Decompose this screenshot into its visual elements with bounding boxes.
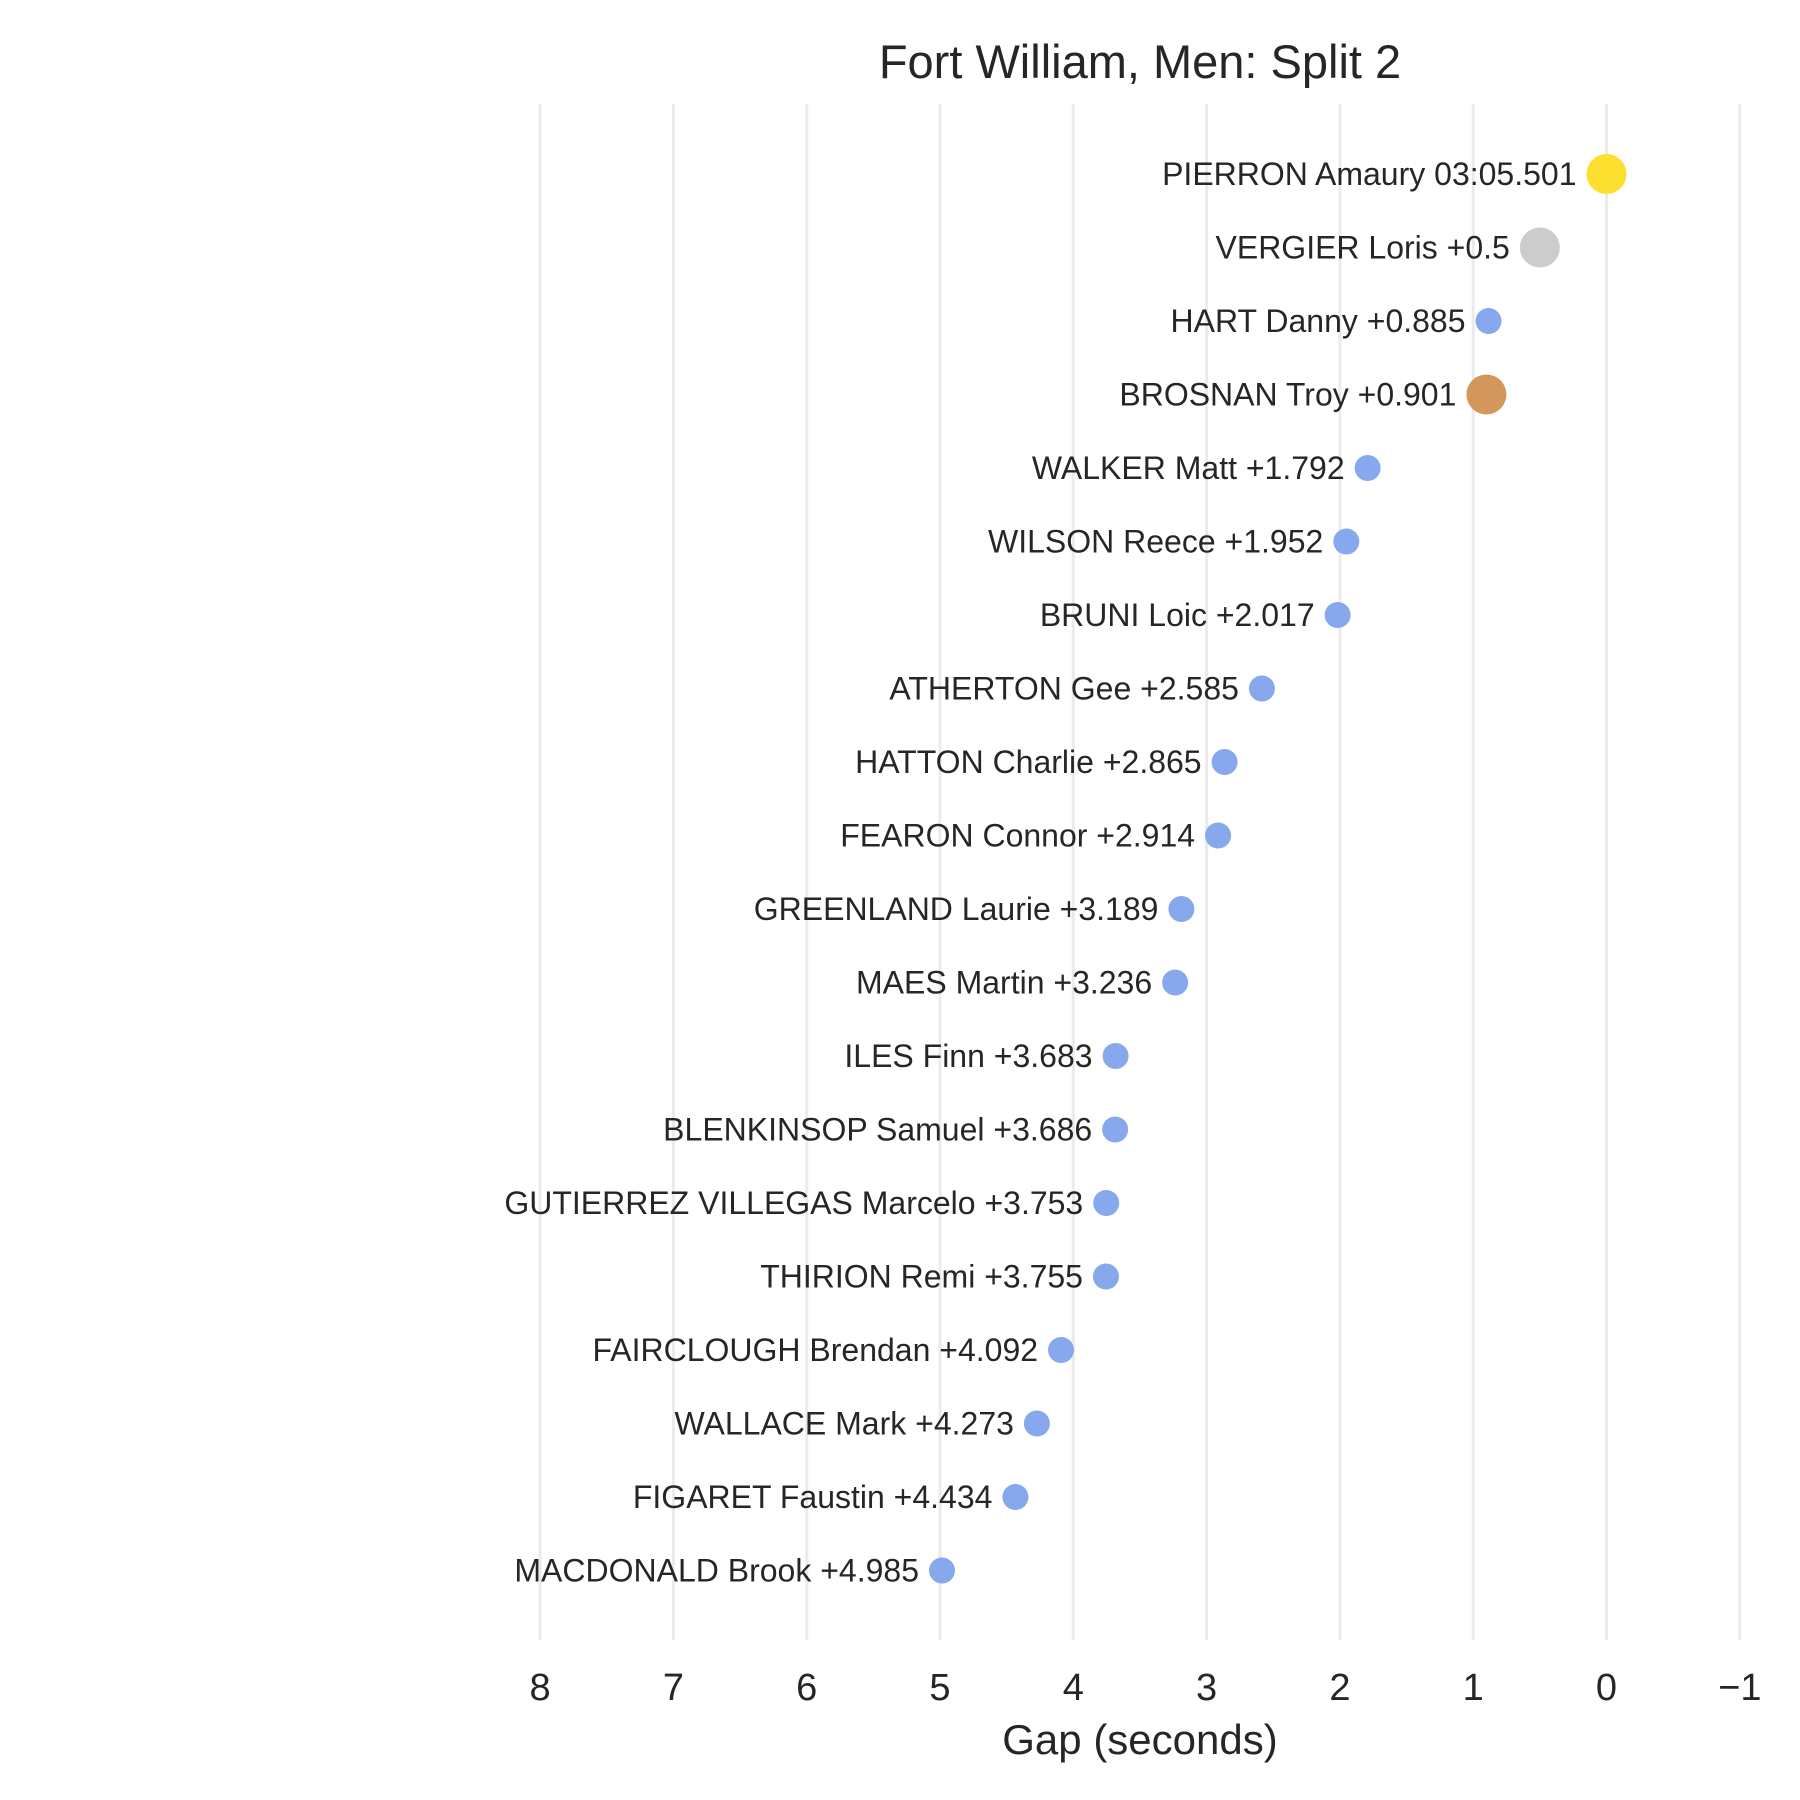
rider-row: MACDONALD Brook +4.985	[514, 1553, 955, 1589]
rider-row: ATHERTON Gee +2.585	[889, 671, 1275, 707]
rider-row: THIRION Remi +3.755	[760, 1259, 1119, 1295]
chart-title: Fort William, Men: Split 2	[879, 35, 1401, 88]
rider-row: WILSON Reece +1.952	[988, 524, 1360, 560]
rider-row: BROSNAN Troy +0.901	[1119, 374, 1507, 415]
x-tick-label-9: −1	[1718, 1667, 1761, 1709]
point-label: FIGARET Faustin +4.434	[633, 1479, 993, 1515]
point-label: VERGIER Loris +0.5	[1216, 230, 1510, 266]
rider-row: BRUNI Loic +2.017	[1040, 597, 1351, 633]
point-label: ATHERTON Gee +2.585	[889, 671, 1239, 707]
point-label: FEARON Connor +2.914	[840, 818, 1195, 854]
data-point-bronze	[1466, 374, 1507, 415]
rider-row: WALLACE Mark +4.273	[675, 1406, 1050, 1442]
data-point-default	[1333, 528, 1360, 555]
rider-row: FEARON Connor +2.914	[840, 818, 1232, 854]
data-point-default	[1102, 1043, 1129, 1069]
point-label: ILES Finn +3.683	[844, 1038, 1092, 1074]
data-point-default	[1248, 675, 1275, 702]
rider-row: GUTIERREZ VILLEGAS Marcelo +3.753	[504, 1185, 1120, 1221]
point-label: THIRION Remi +3.755	[760, 1259, 1083, 1295]
data-point-gold	[1586, 154, 1627, 194]
point-label: MAES Martin +3.236	[856, 965, 1152, 1001]
data-point-default	[1475, 308, 1502, 334]
rider-row: HART Danny +0.885	[1171, 303, 1502, 339]
point-label: GREENLAND Laurie +3.189	[754, 891, 1159, 927]
rider-row: FAIRCLOUGH Brendan +4.092	[592, 1332, 1075, 1368]
rider-row: PIERRON Amaury 03:05.501	[1162, 154, 1627, 194]
point-label: BROSNAN Troy +0.901	[1119, 377, 1456, 413]
data-point-default	[1354, 455, 1381, 481]
data-point-default	[1211, 749, 1238, 775]
data-point-default	[1205, 822, 1232, 849]
data-point-default	[1162, 969, 1189, 996]
data-point-default	[1092, 1263, 1119, 1290]
point-label: WALKER Matt +1.792	[1032, 450, 1345, 486]
point-label: GUTIERREZ VILLEGAS Marcelo +3.753	[504, 1185, 1083, 1221]
data-point-default	[928, 1557, 955, 1584]
x-tick-label-8: 0	[1596, 1667, 1617, 1709]
rider-row: FIGARET Faustin +4.434	[633, 1479, 1029, 1515]
x-tick-label-7: 1	[1463, 1667, 1484, 1709]
x-axis-label: Gap (seconds)	[1002, 1716, 1277, 1763]
data-point-default	[1002, 1484, 1029, 1510]
x-tick-label-5: 3	[1196, 1667, 1217, 1709]
x-axis-ticks: 8 7 6 5 4 3 2 1 0 −1	[530, 1667, 1762, 1709]
point-label: WILSON Reece +1.952	[988, 524, 1323, 560]
point-label: HATTON Charlie +2.865	[855, 744, 1202, 780]
x-tick-label-0: 8	[530, 1667, 551, 1709]
x-tick-label-3: 5	[929, 1667, 950, 1709]
data-point-default	[1324, 602, 1351, 628]
rider-row: GREENLAND Laurie +3.189	[754, 891, 1195, 927]
point-label: WALLACE Mark +4.273	[675, 1406, 1014, 1442]
data-point-default	[1102, 1116, 1129, 1143]
rider-row: ILES Finn +3.683	[844, 1038, 1129, 1074]
x-tick-label-2: 6	[796, 1667, 817, 1709]
rider-row: HATTON Charlie +2.865	[855, 744, 1238, 780]
data-point-default	[1093, 1190, 1120, 1216]
data-point-default	[1168, 896, 1195, 922]
point-label: BLENKINSOP Samuel +3.686	[663, 1112, 1092, 1148]
x-tick-label-6: 2	[1329, 1667, 1350, 1709]
x-tick-label-4: 4	[1063, 1667, 1084, 1709]
grid-lines	[538, 104, 1742, 1640]
point-label: PIERRON Amaury 03:05.501	[1162, 156, 1576, 192]
x-tick-label-1: 7	[663, 1667, 684, 1709]
point-label: MACDONALD Brook +4.985	[514, 1553, 919, 1589]
data-point-default	[1048, 1337, 1075, 1363]
point-label: HART Danny +0.885	[1171, 303, 1466, 339]
rider-row: MAES Martin +3.236	[856, 965, 1189, 1001]
rider-row: WALKER Matt +1.792	[1032, 450, 1381, 486]
point-label: FAIRCLOUGH Brendan +4.092	[592, 1332, 1038, 1368]
point-label: BRUNI Loic +2.017	[1040, 597, 1315, 633]
data-points: PIERRON Amaury 03:05.501 VERGIER Loris +0…	[504, 154, 1627, 1589]
rider-row: VERGIER Loris +0.5	[1216, 227, 1560, 268]
data-point-default	[1023, 1410, 1050, 1437]
data-point-silver	[1519, 227, 1560, 268]
rider-row: BLENKINSOP Samuel +3.686	[663, 1112, 1129, 1148]
